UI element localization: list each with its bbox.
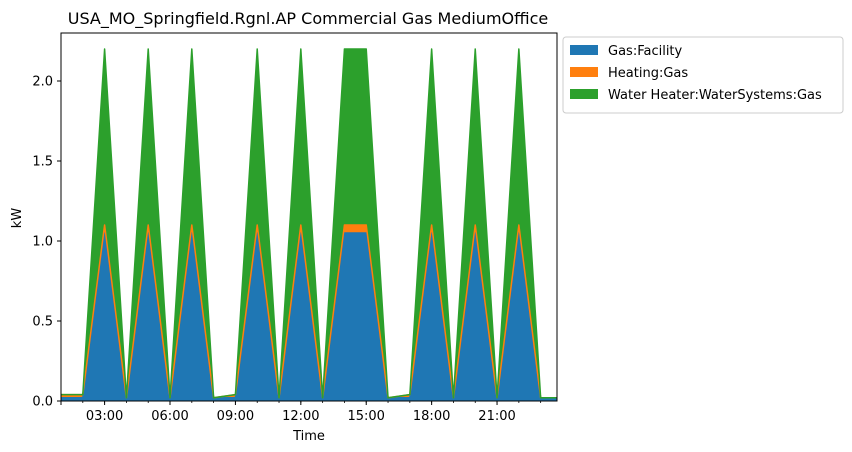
area-water-heater-watersystems-gas <box>61 49 557 398</box>
legend-swatch <box>570 67 598 77</box>
y-tick-label: 2.0 <box>32 75 53 90</box>
area-lines <box>61 48 557 399</box>
line-water-heater-watersystems-gas <box>61 48 557 399</box>
legend-label: Water Heater:WaterSystems:Gas <box>608 88 822 103</box>
legend-item-gas-facility[interactable]: Gas:Facility <box>570 44 683 59</box>
y-axis-label: kW <box>10 208 25 229</box>
legend[interactable]: Gas:Facility Heating:Gas Water Heater:Wate… <box>562 36 844 114</box>
area-gas-facility <box>61 233 557 401</box>
y-axis: 0.0 0.5 1.0 1.5 2.0 <box>32 75 61 410</box>
x-tick-label: 21:00 <box>478 409 515 424</box>
legend-swatch <box>570 45 598 55</box>
x-tick-label: 18:00 <box>413 409 450 424</box>
legend-box <box>562 36 844 114</box>
chart-title: USA_MO_Springfield.Rgnl.AP Commercial Ga… <box>68 9 548 29</box>
x-tick-label: 15:00 <box>347 409 384 424</box>
x-tick-label: 06:00 <box>151 409 188 424</box>
x-axis: 03:00 06:00 09:00 12:00 15:00 18:00 21:00 <box>60 401 542 424</box>
x-axis-label: Time <box>292 429 325 444</box>
y-tick-label: 0.0 <box>32 395 53 410</box>
line-heating-gas <box>61 224 557 399</box>
x-tick-label: 09:00 <box>217 409 254 424</box>
legend-label: Gas:Facility <box>608 44 683 59</box>
y-tick-label: 0.5 <box>32 315 53 330</box>
y-tick-label: 1.0 <box>32 235 53 250</box>
legend-label: Heating:Gas <box>608 66 688 81</box>
x-tick-label: 12:00 <box>282 409 319 424</box>
legend-swatch <box>570 89 598 99</box>
x-tick-label: 03:00 <box>86 409 123 424</box>
y-tick-label: 1.5 <box>32 155 53 170</box>
area-layers <box>61 49 557 401</box>
legend-item-water-heater-watersystems-gas[interactable]: Water Heater:WaterSystems:Gas <box>570 88 822 103</box>
legend-item-heating-gas[interactable]: Heating:Gas <box>570 66 688 81</box>
plot-frame <box>60 32 558 402</box>
